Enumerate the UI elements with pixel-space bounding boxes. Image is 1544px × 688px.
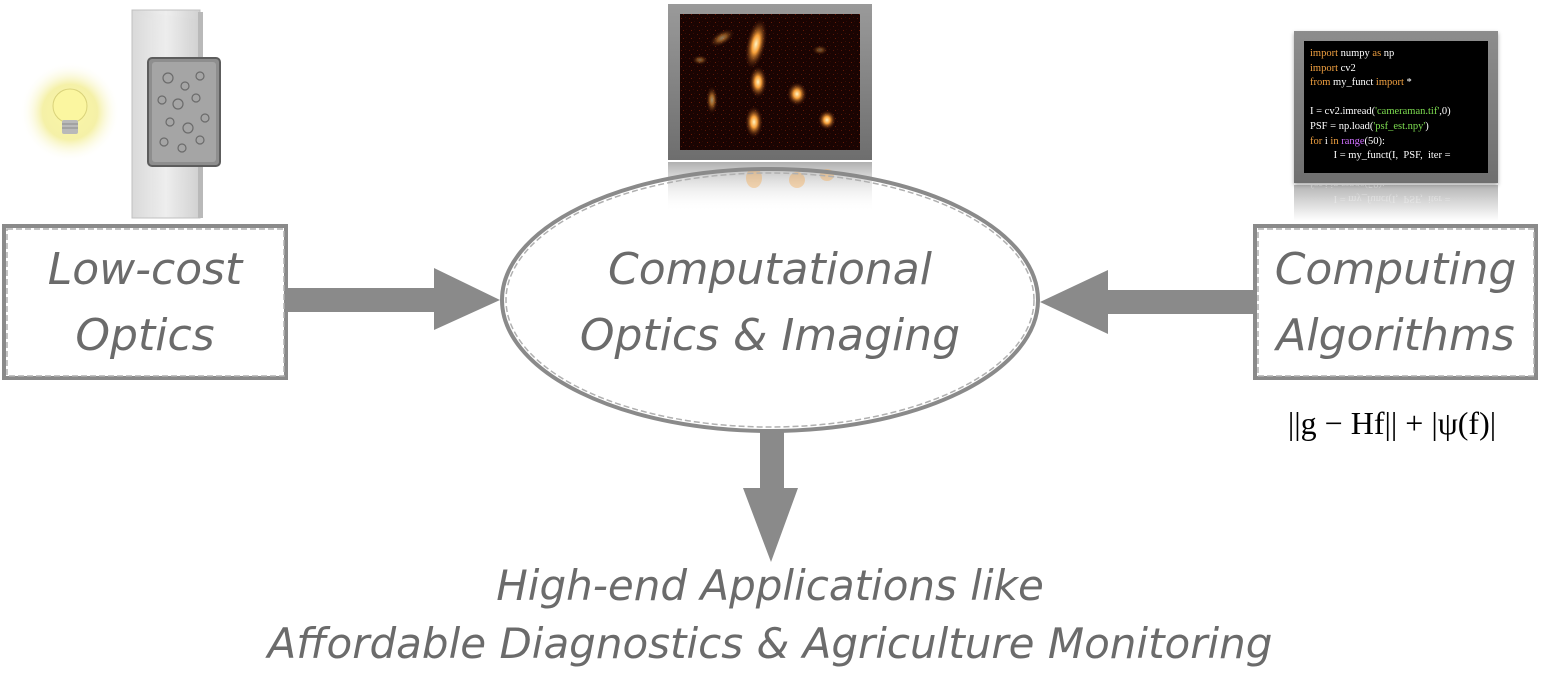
- objective-formula: ||g − Hf|| + |ψ(f)|: [1287, 405, 1497, 441]
- code-token: *: [1403, 77, 1412, 89]
- code-line: [1310, 91, 1482, 106]
- computational-line1: Computational: [607, 244, 932, 295]
- code-line: PSF = np.load('psf_est.npy'): [1310, 120, 1482, 135]
- light-bulb-icon: [20, 62, 120, 162]
- code-token: from: [1310, 77, 1331, 89]
- code-token: import: [1310, 48, 1338, 59]
- low-cost-optics-line2: Optics: [75, 310, 215, 361]
- computational-label: Computational Optics & Imaging: [560, 248, 980, 358]
- applications-line2: Affordable Diagnostics & Agriculture Mon…: [267, 619, 1273, 668]
- low-cost-optics-label: Low-cost Optics: [4, 248, 286, 358]
- code-token: I = my_funct(I, PSF, iter =: [1310, 150, 1451, 162]
- code-line: I = my_funct(I, PSF, iter =: [1310, 149, 1482, 164]
- code-token: for: [1310, 135, 1323, 147]
- code-token: ): [1425, 120, 1429, 132]
- code-line: import numpy as np: [1310, 47, 1482, 62]
- computing-algorithms-label: Computing Algorithms: [1255, 248, 1536, 358]
- code-token: ,0): [1439, 106, 1451, 118]
- code-token: i: [1322, 135, 1331, 147]
- arrow-optics-to-center: [286, 268, 500, 330]
- code-token: import: [1310, 62, 1338, 74]
- code-token: 'psf_est.npy': [1373, 120, 1426, 132]
- arrow-algorithms-to-center: [1040, 270, 1255, 334]
- code-token: 'cameraman.tif': [1375, 106, 1440, 118]
- code-line: from my_funct import *: [1310, 76, 1482, 91]
- code-token: as: [1372, 48, 1382, 59]
- computing-algorithms-line2: Algorithms: [1276, 310, 1515, 361]
- code-token: in: [1330, 135, 1339, 147]
- computational-line2: Optics & Imaging: [579, 310, 961, 361]
- arrow-center-to-applications: [743, 431, 798, 562]
- code-token: import: [1375, 77, 1404, 89]
- code-line: I = cv2.imread('cameraman.tif',0): [1310, 105, 1482, 120]
- low-cost-optics-line1: Low-cost: [47, 244, 243, 295]
- code-line: import cv2: [1310, 62, 1482, 77]
- code-token: numpy: [1338, 48, 1373, 59]
- code-token: np: [1381, 48, 1395, 59]
- code-token: (50):: [1364, 135, 1385, 147]
- computing-algorithms-line1: Computing: [1274, 244, 1517, 295]
- code-token: cv2: [1338, 62, 1356, 74]
- applications-line1: High-end Applications like: [496, 561, 1044, 610]
- code-line: for i in range(50):: [1310, 135, 1482, 150]
- code-monitor-reflection: I = my_funct(I, PSF, iter =for i in rang…: [1294, 185, 1498, 221]
- microscopy-monitor-icon: [668, 4, 872, 212]
- code-screen: import numpy as np import cv2 from my_func…: [1304, 41, 1488, 173]
- glass-slide-icon: [131, 9, 221, 219]
- code-token: PSF = np.load(: [1310, 120, 1374, 132]
- code-token: I = cv2.imread(: [1310, 106, 1376, 118]
- applications-label: High-end Applications like Affordable Di…: [170, 565, 1370, 665]
- code-monitor-icon: import numpy as np import cv2 from my_func…: [1294, 31, 1498, 183]
- code-token: range: [1341, 135, 1365, 147]
- code-token: my_funct: [1330, 77, 1376, 89]
